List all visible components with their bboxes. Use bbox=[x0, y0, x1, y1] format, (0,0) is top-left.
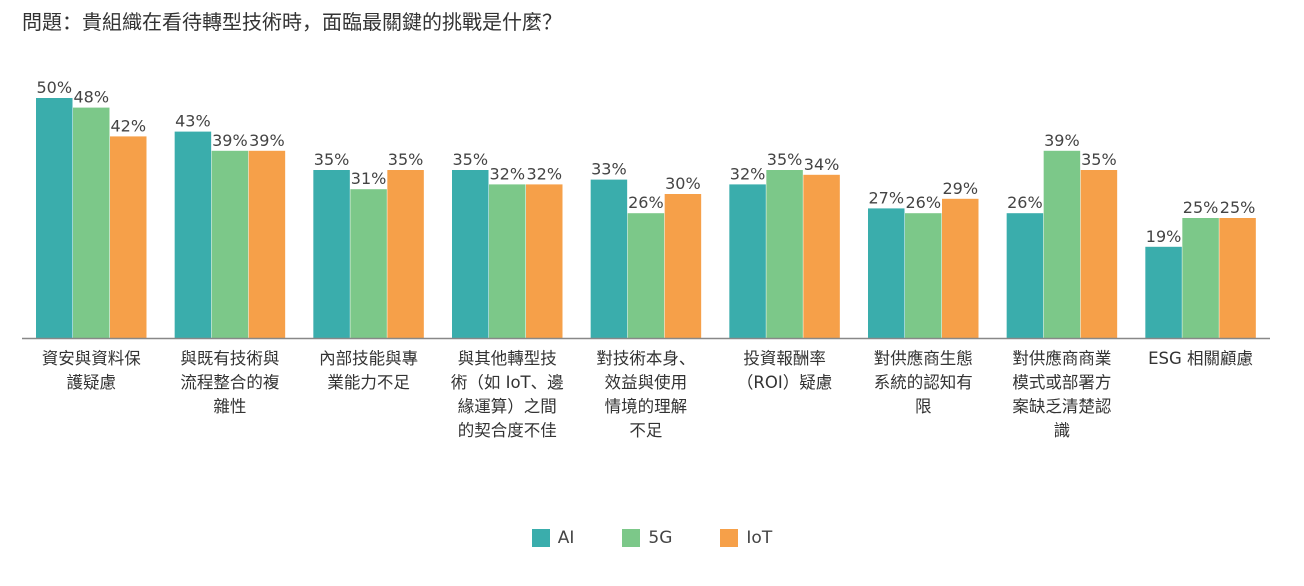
bar-ai-7 bbox=[1006, 213, 1044, 338]
category-label-3-line-2: 緣運算）之間 bbox=[458, 397, 557, 416]
data-label-ai-8: 19% bbox=[1146, 227, 1182, 246]
category-label-7-line-3: 識 bbox=[1054, 421, 1071, 440]
data-label-ai-5: 32% bbox=[730, 164, 766, 183]
category-label-4-line-2: 情境的理解 bbox=[605, 397, 688, 416]
category-label-6-line-0: 對供應商生態 bbox=[874, 348, 973, 368]
bar-5g-6 bbox=[905, 213, 942, 338]
data-label-iot-6: 29% bbox=[942, 179, 978, 198]
question-title: 問題：貴組織在看待轉型技術時，面臨最關鍵的挑戰是什麼？ bbox=[22, 10, 562, 34]
category-label-8-line-0: ESG 相關顧慮 bbox=[1148, 349, 1253, 368]
category-label-0-line-1: 護疑慮 bbox=[67, 373, 117, 392]
category-label-6-line-2: 限 bbox=[915, 397, 932, 416]
data-label-5g-1: 39% bbox=[212, 131, 248, 150]
data-label-5g-3: 32% bbox=[489, 164, 525, 183]
legend-item-5g: 5G bbox=[622, 528, 672, 548]
category-label-4-line-3: 不足 bbox=[629, 421, 662, 440]
category-label-7-line-1: 模式或部署方 bbox=[1012, 373, 1111, 392]
data-label-5g-6: 26% bbox=[905, 193, 941, 212]
bar-5g-0 bbox=[73, 107, 110, 338]
bar-5g-7 bbox=[1043, 150, 1081, 338]
bar-iot-4 bbox=[664, 194, 702, 338]
category-label-1-line-1: 流程整合的複 bbox=[180, 373, 280, 392]
legend-item-ai: AI bbox=[531, 528, 575, 548]
category-label-3-line-3: 的契合度不佳 bbox=[458, 421, 557, 440]
data-label-iot-1: 39% bbox=[249, 131, 285, 150]
bar-5g-1 bbox=[211, 150, 249, 338]
legend-label-iot: IoT bbox=[746, 528, 773, 548]
legend-item-iot: IoT bbox=[720, 528, 772, 548]
category-label-5-line-1: （ROI）疑慮 bbox=[737, 373, 832, 392]
data-label-ai-2: 35% bbox=[314, 150, 350, 169]
legend-swatch-5g bbox=[622, 529, 641, 547]
legend-swatch-ai bbox=[531, 529, 550, 547]
data-label-iot-5: 34% bbox=[804, 155, 840, 174]
data-label-iot-2: 35% bbox=[388, 150, 424, 169]
bar-ai-5 bbox=[729, 184, 766, 338]
data-label-iot-8: 25% bbox=[1220, 198, 1256, 217]
data-label-iot-0: 42% bbox=[110, 116, 146, 135]
bar-iot-6 bbox=[942, 198, 979, 338]
bar-iot-1 bbox=[248, 150, 286, 338]
category-label-5-line-0: 投資報酬率 bbox=[743, 349, 826, 368]
data-label-iot-7: 35% bbox=[1081, 150, 1117, 169]
legend-label-5g: 5G bbox=[648, 528, 673, 548]
data-label-5g-7: 39% bbox=[1044, 131, 1080, 150]
bar-5g-2 bbox=[350, 189, 387, 338]
bar-5g-3 bbox=[489, 184, 526, 338]
category-label-7-line-0: 對供應商商業 bbox=[1012, 348, 1111, 368]
data-label-5g-8: 25% bbox=[1183, 198, 1219, 217]
data-label-ai-7: 26% bbox=[1007, 193, 1043, 212]
bar-iot-7 bbox=[1080, 170, 1118, 338]
category-label-4-line-0: 對技術本身、 bbox=[596, 349, 695, 368]
data-label-5g-0: 48% bbox=[73, 88, 109, 107]
bar-iot-2 bbox=[387, 170, 424, 338]
category-label-3-line-1: 術（如 IoT、邊 bbox=[451, 373, 564, 392]
category-label-4-line-1: 效益與使用 bbox=[605, 373, 688, 392]
data-label-5g-4: 26% bbox=[628, 193, 664, 212]
data-label-5g-5: 35% bbox=[767, 150, 803, 169]
bar-ai-6 bbox=[868, 208, 905, 338]
category-label-6-line-1: 系統的認知有 bbox=[874, 373, 973, 392]
category-label-2-line-0: 內部技能與專 bbox=[319, 349, 418, 368]
bar-ai-8 bbox=[1145, 246, 1182, 338]
data-label-ai-3: 35% bbox=[452, 150, 488, 169]
bar-ai-4 bbox=[590, 179, 628, 338]
category-label-0-line-0: 資安與資料保 bbox=[42, 349, 142, 368]
bar-iot-5 bbox=[803, 174, 840, 338]
bar-5g-8 bbox=[1182, 218, 1219, 338]
bar-ai-2 bbox=[313, 170, 350, 338]
data-label-iot-4: 30% bbox=[665, 174, 701, 193]
category-label-1-line-0: 與既有技術與 bbox=[180, 349, 279, 368]
category-label-7-line-2: 案缺乏清楚認 bbox=[1012, 397, 1111, 416]
bar-iot-3 bbox=[526, 184, 563, 338]
bar-5g-5 bbox=[766, 170, 803, 338]
bar-iot-8 bbox=[1219, 218, 1256, 338]
category-label-2-line-1: 業能力不足 bbox=[327, 373, 410, 392]
bar-ai-1 bbox=[174, 131, 212, 338]
data-label-ai-0: 50% bbox=[36, 78, 72, 97]
bar-iot-0 bbox=[110, 136, 147, 338]
data-label-ai-4: 33% bbox=[591, 160, 627, 179]
bar-ai-3 bbox=[452, 170, 489, 338]
data-label-ai-1: 43% bbox=[175, 112, 211, 131]
data-label-5g-2: 31% bbox=[351, 169, 387, 188]
legend: AI 5G IoT bbox=[0, 528, 1304, 548]
category-label-3-line-0: 與其他轉型技 bbox=[458, 349, 557, 368]
bar-ai-0 bbox=[36, 98, 73, 338]
legend-label-ai: AI bbox=[557, 528, 575, 548]
legend-swatch-iot bbox=[720, 529, 739, 547]
data-label-iot-3: 32% bbox=[526, 164, 562, 183]
bar-5g-4 bbox=[627, 213, 665, 338]
data-label-ai-6: 27% bbox=[868, 188, 904, 207]
category-label-1-line-2: 雜性 bbox=[213, 397, 246, 416]
